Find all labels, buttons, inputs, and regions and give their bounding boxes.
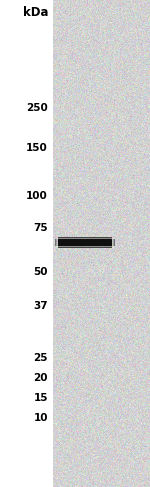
Text: 20: 20: [33, 373, 48, 383]
Text: 37: 37: [33, 301, 48, 311]
Text: 100: 100: [26, 191, 48, 201]
Text: 150: 150: [26, 143, 48, 153]
Text: 25: 25: [33, 353, 48, 363]
Text: 75: 75: [33, 223, 48, 233]
Text: kDa: kDa: [22, 5, 48, 19]
Text: 10: 10: [33, 413, 48, 423]
Text: 50: 50: [33, 267, 48, 277]
Text: 15: 15: [33, 393, 48, 403]
Text: 250: 250: [26, 103, 48, 113]
